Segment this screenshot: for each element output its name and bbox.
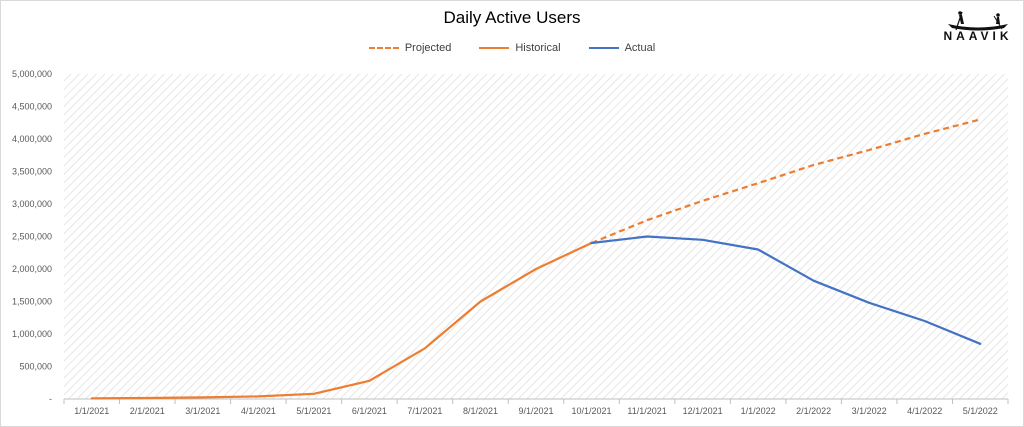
x-tick-label: 3/1/2022	[852, 406, 887, 416]
y-tick-label: 5,000,000	[12, 69, 52, 79]
chart-title: Daily Active Users	[443, 8, 581, 27]
x-tick-label: 1/1/2022	[741, 406, 776, 416]
x-tick-label: 6/1/2021	[352, 406, 387, 416]
x-tick-label: 7/1/2021	[407, 406, 442, 416]
series-line-historical	[90, 241, 593, 400]
x-tick-label: 8/1/2021	[463, 406, 498, 416]
y-tick-label: -	[49, 394, 52, 404]
x-tick-label: 3/1/2021	[185, 406, 220, 416]
y-tick-label: 4,500,000	[12, 102, 52, 112]
x-axis: 1/1/2021 2/1/2021 3/1/2021 4/1/2021 5/1/2021…	[63, 398, 1009, 416]
legend-label-projected: Projected	[404, 42, 452, 54]
y-tick-label: 3,500,000	[12, 167, 52, 177]
legend-item-projected: Projected	[368, 42, 452, 54]
x-tick-label: 4/1/2021	[241, 406, 276, 416]
y-tick-label: 2,000,000	[12, 264, 52, 274]
y-tick-label: 3,000,000	[12, 199, 52, 209]
x-tick-label: 1/1/2021	[74, 406, 109, 416]
y-tick-label: 4,000,000	[12, 134, 52, 144]
y-tick-label: 2,500,000	[12, 232, 52, 242]
plot-area	[64, 74, 1008, 399]
x-tick-label: 5/1/2021	[296, 406, 331, 416]
y-tick-label: 500,000	[19, 362, 52, 372]
legend-item-actual: Actual	[588, 42, 656, 54]
x-tick-label: 10/1/2021	[572, 406, 612, 416]
x-tick-label: 12/1/2021	[683, 406, 723, 416]
legend-swatch-actual	[588, 47, 619, 49]
legend-label-historical: Historical	[515, 42, 561, 54]
series-line-actual	[590, 235, 982, 345]
brand-name: NAAVIK	[943, 29, 1013, 43]
series-line-projected	[591, 118, 981, 245]
y-tick-label: 1,000,000	[12, 329, 52, 339]
legend-label-actual: Actual	[624, 42, 656, 54]
series-layer	[90, 118, 982, 400]
x-tick-label: 9/1/2021	[518, 406, 553, 416]
x-tick-label: 5/1/2022	[963, 406, 998, 416]
x-tick-label: 2/1/2021	[130, 406, 165, 416]
legend-swatch-projected	[368, 47, 399, 49]
y-axis: - 500,000 1,000,000 1,500,000 2,000,000 2,500…	[12, 69, 52, 404]
naavik-logo-icon	[948, 11, 1008, 31]
x-tick-label: 4/1/2022	[907, 406, 942, 416]
y-tick-label: 1,500,000	[12, 297, 52, 307]
legend-swatch-historical	[479, 47, 510, 49]
chart-legend: Projected Historical Actual	[0, 42, 1024, 54]
x-tick-label: 2/1/2022	[796, 406, 831, 416]
legend-item-historical: Historical	[479, 42, 561, 54]
x-tick-label: 11/1/2021	[627, 406, 666, 416]
